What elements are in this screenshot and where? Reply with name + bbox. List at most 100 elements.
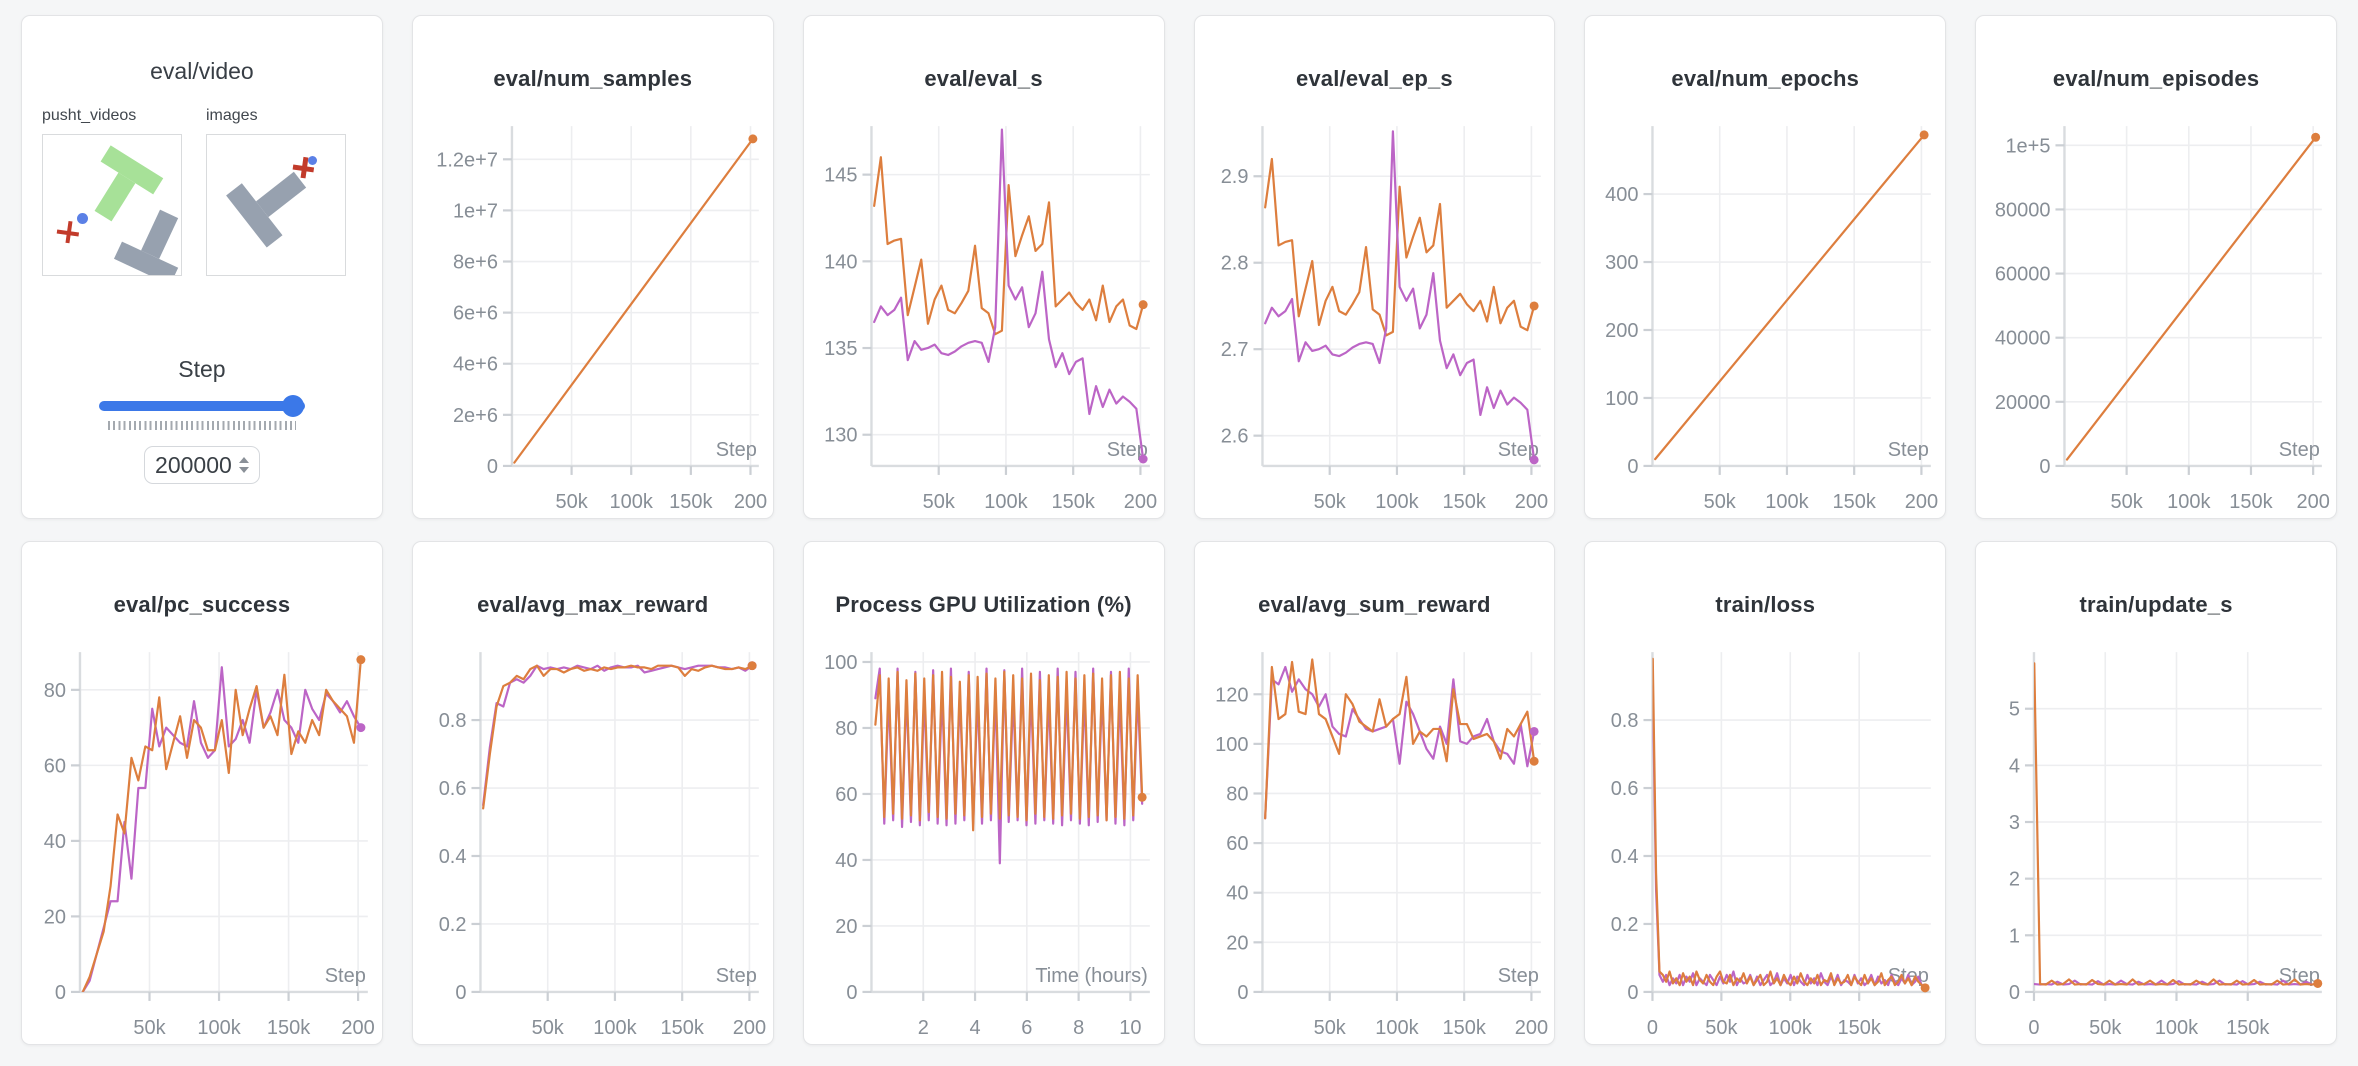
svg-text:80000: 80000 (1995, 199, 2051, 221)
svg-text:140: 140 (824, 251, 857, 273)
svg-text:60: 60 (835, 784, 857, 806)
svg-text:100k: 100k (1766, 491, 1810, 513)
step-input-value: 200000 (155, 451, 232, 478)
slider-thumb[interactable] (281, 395, 304, 417)
svg-text:145: 145 (824, 165, 857, 187)
svg-text:3: 3 (2009, 812, 2020, 834)
svg-text:20: 20 (835, 916, 857, 938)
svg-text:50k: 50k (133, 1017, 166, 1039)
agent-dot (77, 213, 88, 224)
svg-text:1e+5: 1e+5 (2006, 135, 2051, 157)
chart-title: eval/eval_ep_s (1295, 66, 1453, 91)
svg-text:100k: 100k (2155, 1017, 2199, 1039)
svg-text:0: 0 (1237, 982, 1248, 1004)
svg-text:300: 300 (1605, 252, 1638, 274)
chart-plot[interactable]: 50k 100k 150k 200 130 135 140 145 Step (804, 114, 1164, 519)
svg-text:2.8: 2.8 (1220, 253, 1248, 275)
svg-text:40: 40 (835, 850, 857, 872)
svg-text:100k: 100k (1375, 1017, 1419, 1039)
chart-plot[interactable]: 50k 100k 150k 200 0 0.2 0.4 0.6 0.8 Step (413, 640, 773, 1045)
chart-panel-eval-num-epochs: eval/num_epochs 50k 100k 150k 200 0 100 200 300… (1584, 15, 1947, 519)
svg-text:40000: 40000 (1995, 328, 2051, 350)
svg-text:200: 200 (1605, 320, 1638, 342)
media-label: images (206, 107, 258, 124)
chart-panel-eval-avg-sum-reward: eval/avg_sum_reward 50k 100k 150k 200 0 20 40 6… (1193, 541, 1556, 1045)
svg-text:10: 10 (1119, 1017, 1141, 1039)
svg-text:0.8: 0.8 (439, 710, 467, 732)
chart-title: eval/num_samples (493, 66, 693, 91)
svg-text:200: 200 (1514, 1017, 1547, 1039)
svg-text:50k: 50k (2089, 1017, 2122, 1039)
svg-text:0: 0 (846, 982, 857, 1004)
svg-text:100k: 100k (1769, 1017, 1813, 1039)
svg-text:0: 0 (1628, 456, 1639, 478)
svg-text:2.7: 2.7 (1220, 339, 1248, 361)
svg-text:20: 20 (1226, 932, 1248, 954)
media-thumbnail-images[interactable] (206, 134, 346, 276)
svg-text:50k: 50k (531, 1017, 564, 1039)
spinner-up-icon[interactable] (238, 457, 249, 463)
chart-plot[interactable]: 50k 100k 150k 200 0 2e+6 4e+6 6e+6 8e+6 1e+7 1.2e+… (413, 114, 773, 519)
chart-title: eval/avg_max_reward (477, 592, 709, 617)
chart-plot[interactable]: 50k 100k 150k 200 0 20 40 60 80 Step (22, 640, 382, 1045)
chart-panel-eval-num-samples: eval/num_samples 50k 100k 150k 200 0 2e+6 4e+6… (411, 15, 774, 519)
chart-plot[interactable]: 0 50k 100k 150k 0 1 2 3 4 5 Step (1976, 640, 2336, 1045)
step-input[interactable]: 200000 (143, 446, 260, 484)
svg-text:80: 80 (1226, 783, 1248, 805)
svg-text:2: 2 (2009, 869, 2020, 891)
svg-text:200: 200 (2297, 491, 2330, 513)
chart-panel-eval-eval-s: eval/eval_s 50k 100k 150k 200 130 135 140 145 St… (802, 15, 1165, 519)
chart-title: train/update_s (2079, 592, 2233, 617)
svg-text:Step: Step (325, 965, 366, 987)
agent-dot (308, 156, 317, 165)
svg-text:50k: 50k (1313, 1017, 1346, 1039)
svg-text:2e+6: 2e+6 (453, 405, 498, 427)
svg-text:Step: Step (2279, 965, 2320, 987)
svg-text:100k: 100k (1375, 491, 1419, 513)
step-input-spinner (238, 457, 249, 473)
svg-text:8e+6: 8e+6 (453, 252, 498, 274)
svg-text:100k: 100k (593, 1017, 637, 1039)
svg-text:200: 200 (734, 491, 767, 513)
svg-text:2: 2 (917, 1017, 928, 1039)
svg-text:Step: Step (1497, 439, 1538, 461)
svg-text:0.2: 0.2 (439, 914, 467, 936)
svg-text:100k: 100k (197, 1017, 241, 1039)
svg-text:0.6: 0.6 (1611, 778, 1639, 800)
video-panel-title: eval/video (150, 58, 254, 84)
chart-plot[interactable]: 50k 100k 150k 200 0 100 200 300 400 Step (1585, 114, 1945, 519)
svg-text:5: 5 (2009, 699, 2020, 721)
media-thumbnail-pusht-videos[interactable] (42, 134, 182, 276)
chart-panel-eval-num-episodes: eval/num_episodes 50k 100k 150k 200 0 20000 40… (1975, 15, 2337, 519)
svg-text:0: 0 (2029, 1017, 2040, 1039)
step-slider[interactable] (98, 395, 305, 417)
svg-text:200: 200 (1905, 491, 1938, 513)
svg-text:0: 0 (1628, 982, 1639, 1004)
chart-plot[interactable]: 50k 100k 150k 200 0 20000 40000 60000 80000 1e+5 S… (1976, 114, 2336, 519)
svg-text:150k: 150k (2226, 1017, 2270, 1039)
chart-title: eval/pc_success (113, 592, 291, 617)
svg-text:150k: 150k (1838, 1017, 1882, 1039)
svg-text:Step: Step (2279, 439, 2320, 461)
svg-text:0.2: 0.2 (1611, 914, 1639, 936)
svg-text:6e+6: 6e+6 (453, 303, 498, 325)
spinner-down-icon[interactable] (238, 467, 249, 473)
svg-text:0.4: 0.4 (439, 846, 467, 868)
chart-plot[interactable]: 50k 100k 150k 200 0 20 40 60 80 100 120 Step (1195, 640, 1555, 1045)
svg-text:150k: 150k (267, 1017, 311, 1039)
svg-text:200: 200 (1514, 491, 1547, 513)
chart-panel-eval-avg-max-reward: eval/avg_max_reward 50k 100k 150k 200 0 0.2 0.… (411, 541, 774, 1045)
chart-panel-train-loss: train/loss 0 50k 100k 150k 0 0.2 0.4 0.6 0.8 Step (1584, 541, 1947, 1045)
chart-title: Process GPU Utilization (%) (835, 592, 1132, 617)
svg-text:50k: 50k (2111, 491, 2144, 513)
svg-text:1: 1 (2009, 925, 2020, 947)
svg-text:80: 80 (44, 680, 66, 702)
chart-plot[interactable]: 50k 100k 150k 200 2.6 2.7 2.8 2.9 Step (1195, 114, 1555, 519)
svg-text:150k: 150k (1442, 491, 1486, 513)
chart-panel-process-gpu-utilization: Process GPU Utilization (%) 2 4 6 8 10 0 20 40 6… (802, 541, 1165, 1045)
slider-track[interactable] (98, 401, 305, 411)
svg-text:150k: 150k (1833, 491, 1877, 513)
chart-panel-eval-eval-ep-s: eval/eval_ep_s 50k 100k 150k 200 2.6 2.7 2.8 2.… (1193, 15, 1556, 519)
